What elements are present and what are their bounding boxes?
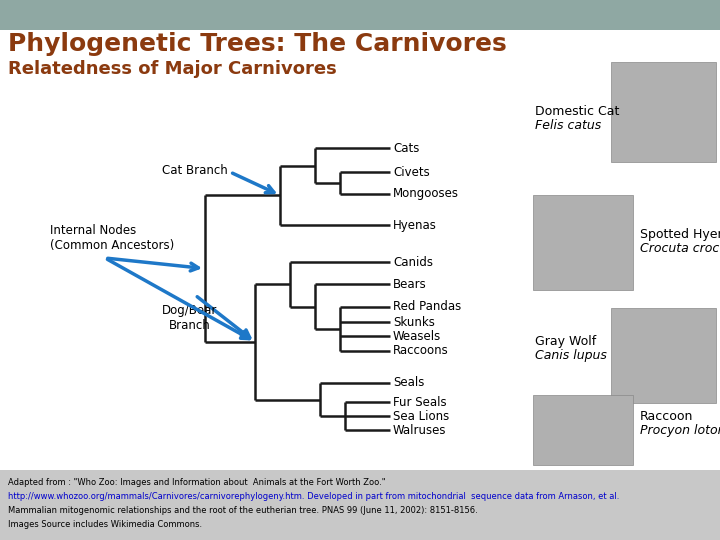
Text: Weasels: Weasels: [393, 329, 441, 342]
Bar: [0, 470, 720, 540]
Text: Hyenas: Hyenas: [393, 219, 437, 232]
Text: Civets: Civets: [393, 165, 430, 179]
Bar: [611, 62, 716, 162]
Bar: [533, 195, 633, 290]
Bar: [533, 395, 633, 465]
Text: Felis catus: Felis catus: [535, 119, 601, 132]
Text: Mongooses: Mongooses: [393, 187, 459, 200]
Text: http://www.whozoo.org/mammals/Carnivores/carnivorephylogeny.htm. Developed in pa: http://www.whozoo.org/mammals/Carnivores…: [8, 492, 619, 501]
Text: Raccoons: Raccoons: [393, 345, 449, 357]
Text: Phylogenetic Trees: The Carnivores: Phylogenetic Trees: The Carnivores: [8, 32, 507, 56]
Text: Adapted from : "Who Zoo: Images and Information about  Animals at the Fort Worth: Adapted from : "Who Zoo: Images and Info…: [8, 478, 385, 487]
Text: Cat Branch: Cat Branch: [162, 164, 228, 177]
Text: Dog/Bear
Branch: Dog/Bear Branch: [162, 304, 217, 332]
Text: Walruses: Walruses: [393, 423, 446, 436]
Text: Canis lupus: Canis lupus: [535, 349, 607, 362]
Bar: [0, 0, 720, 30]
Text: Bears: Bears: [393, 278, 427, 291]
Text: Domestic Cat: Domestic Cat: [535, 105, 619, 118]
Text: Skunks: Skunks: [393, 315, 435, 328]
Text: Procyon lotor: Procyon lotor: [640, 424, 720, 437]
Bar: [611, 308, 716, 403]
Text: Internal Nodes
(Common Ancestors): Internal Nodes (Common Ancestors): [50, 224, 174, 252]
Text: Seals: Seals: [393, 376, 424, 389]
Text: Crocuta crocuta: Crocuta crocuta: [640, 242, 720, 255]
Text: Mammalian mitogenomic relationships and the root of the eutherian tree. PNAS 99 : Mammalian mitogenomic relationships and …: [8, 506, 478, 515]
Text: Cats: Cats: [393, 141, 419, 154]
Text: Relatedness of Major Carnivores: Relatedness of Major Carnivores: [8, 60, 337, 78]
Text: Fur Seals: Fur Seals: [393, 395, 446, 408]
Text: Raccoon: Raccoon: [640, 410, 693, 423]
Text: Spotted Hyena: Spotted Hyena: [640, 228, 720, 241]
Text: Canids: Canids: [393, 255, 433, 268]
Text: Red Pandas: Red Pandas: [393, 300, 462, 314]
Text: Gray Wolf: Gray Wolf: [535, 335, 596, 348]
Text: Images Source includes Wikimedia Commons.: Images Source includes Wikimedia Commons…: [8, 520, 202, 529]
Text: Sea Lions: Sea Lions: [393, 409, 449, 422]
